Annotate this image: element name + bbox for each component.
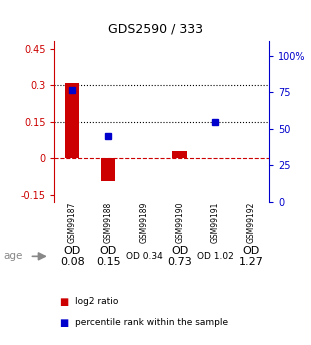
Bar xyxy=(65,83,79,158)
Text: GSM99192: GSM99192 xyxy=(247,201,256,243)
Text: GSM99187: GSM99187 xyxy=(68,201,77,243)
Text: GSM99190: GSM99190 xyxy=(175,201,184,243)
Text: age: age xyxy=(3,252,22,261)
Text: OD 1.02: OD 1.02 xyxy=(197,252,234,261)
Text: GSM99188: GSM99188 xyxy=(104,201,113,243)
Text: ■: ■ xyxy=(59,318,68,327)
Text: GDS2590 / 333: GDS2590 / 333 xyxy=(108,22,203,36)
Text: GSM99191: GSM99191 xyxy=(211,201,220,243)
Bar xyxy=(172,151,187,158)
Text: ■: ■ xyxy=(59,297,68,307)
Text: percentile rank within the sample: percentile rank within the sample xyxy=(75,318,228,327)
Text: log2 ratio: log2 ratio xyxy=(75,297,118,306)
Text: OD 0.34: OD 0.34 xyxy=(126,252,162,261)
Text: OD
1.27: OD 1.27 xyxy=(239,246,264,267)
Text: GSM99189: GSM99189 xyxy=(140,201,148,243)
Text: OD
0.08: OD 0.08 xyxy=(60,246,85,267)
Bar xyxy=(101,158,115,181)
Text: OD
0.15: OD 0.15 xyxy=(96,246,121,267)
Text: OD
0.73: OD 0.73 xyxy=(167,246,192,267)
